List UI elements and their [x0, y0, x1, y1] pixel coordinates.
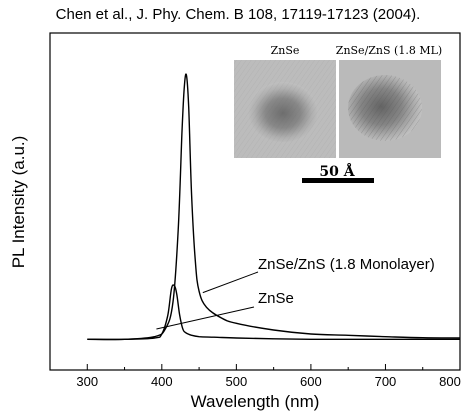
plot-frame: [49, 32, 461, 371]
tem-label-znse: ZnSe: [271, 44, 300, 57]
series-line-znse: [87, 284, 460, 341]
x-tick-label: 400: [151, 374, 173, 389]
series-group: [87, 73, 461, 341]
series-line-znse-zns: [87, 73, 461, 341]
scale-bar: [302, 178, 374, 183]
x-axis-ticks: [49, 364, 461, 370]
annotation-znse: ZnSe: [258, 290, 294, 307]
annotation-znse-pointer: [156, 306, 255, 330]
x-tick-label: 800: [439, 374, 461, 389]
x-axis-label: Wavelength (nm): [191, 392, 320, 411]
x-tick-label: 300: [76, 374, 98, 389]
annotation-znse-zns-pointer: [202, 271, 259, 294]
x-axis-tick-labels: 300 400 500 600 700 800: [76, 374, 460, 389]
annotation-znse-zns: ZnSe/ZnS (1.8 Monolayer): [258, 256, 435, 273]
tem-inset: ZnSe ZnSe/ZnS (1.8 ML) 50 Å: [234, 44, 442, 183]
scale-bar-label: 50 Å: [319, 162, 355, 180]
x-tick-label: 500: [226, 374, 248, 389]
citation: Chen et al., J. Phy. Chem. B 108, 17119-…: [55, 6, 421, 23]
x-tick-label: 600: [300, 374, 322, 389]
x-tick-label: 700: [375, 374, 397, 389]
y-axis-label: PL Intensity (a.u.): [9, 136, 28, 269]
tem-label-znse-zns: ZnSe/ZnS (1.8 ML): [336, 44, 442, 57]
